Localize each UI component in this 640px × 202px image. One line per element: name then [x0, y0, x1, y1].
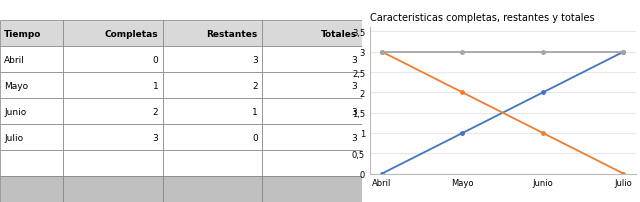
- Totales: [459, 51, 467, 54]
- Restantes: [378, 51, 386, 54]
- Text: Completas: Completas: [105, 30, 158, 39]
- Totales: [620, 51, 627, 54]
- Text: Junio: Junio: [4, 107, 27, 116]
- Bar: [63, 21, 163, 47]
- Bar: [63, 47, 163, 73]
- Text: Abril: Abril: [4, 56, 25, 64]
- Bar: [262, 73, 362, 99]
- Completas: [378, 173, 386, 175]
- Bar: [0, 73, 63, 99]
- Completas: [620, 51, 627, 54]
- Text: 3: 3: [351, 133, 357, 142]
- Text: 1: 1: [252, 107, 258, 116]
- Text: 3: 3: [351, 107, 357, 116]
- Text: Caracteristicas completas, restantes y totales: Caracteristicas completas, restantes y t…: [370, 13, 595, 23]
- Text: 3: 3: [252, 56, 258, 64]
- Bar: [0, 21, 63, 47]
- Bar: [262, 21, 362, 47]
- Line: Totales: Totales: [380, 51, 625, 54]
- Completas: [459, 132, 467, 135]
- Text: Mayo: Mayo: [4, 81, 28, 90]
- Text: 2: 2: [252, 81, 258, 90]
- Bar: [63, 99, 163, 124]
- Text: 3: 3: [351, 56, 357, 64]
- Bar: [163, 21, 262, 47]
- Bar: [63, 73, 163, 99]
- Text: 3: 3: [351, 81, 357, 90]
- Bar: [163, 150, 262, 176]
- Text: 1: 1: [152, 81, 158, 90]
- Bar: [0, 150, 63, 176]
- Bar: [163, 124, 262, 150]
- Text: Julio: Julio: [4, 133, 24, 142]
- Text: Caracteristicas completas, restantes y totales: Caracteristicas completas, restantes y t…: [193, 6, 447, 16]
- Bar: [0, 176, 63, 202]
- Bar: [63, 150, 163, 176]
- Text: Totales: Totales: [321, 30, 357, 39]
- Bar: [163, 176, 262, 202]
- Text: 3: 3: [152, 133, 158, 142]
- Restantes: [459, 92, 467, 94]
- Completas: [539, 92, 547, 94]
- Text: Tiempo: Tiempo: [4, 30, 42, 39]
- Bar: [262, 150, 362, 176]
- Restantes: [539, 132, 547, 135]
- Bar: [0, 99, 63, 124]
- Line: Completas: Completas: [380, 51, 625, 176]
- Text: 0: 0: [152, 56, 158, 64]
- Bar: [262, 124, 362, 150]
- Bar: [63, 124, 163, 150]
- Bar: [0, 124, 63, 150]
- Line: Restantes: Restantes: [380, 51, 625, 176]
- Totales: [539, 51, 547, 54]
- Bar: [163, 47, 262, 73]
- Text: 2: 2: [153, 107, 158, 116]
- Bar: [262, 99, 362, 124]
- Bar: [0, 47, 63, 73]
- Totales: [378, 51, 386, 54]
- Text: 0: 0: [252, 133, 258, 142]
- Bar: [163, 73, 262, 99]
- Bar: [262, 176, 362, 202]
- Bar: [262, 47, 362, 73]
- Bar: [163, 99, 262, 124]
- Text: Restantes: Restantes: [207, 30, 258, 39]
- Bar: [63, 176, 163, 202]
- Restantes: [620, 173, 627, 175]
